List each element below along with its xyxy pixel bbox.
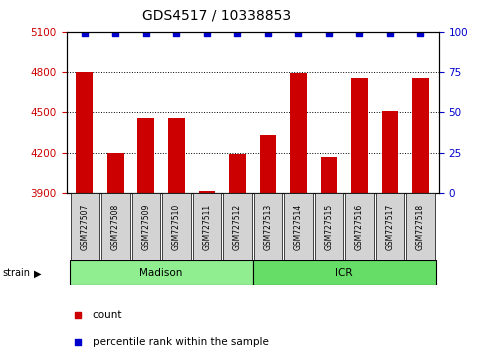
Text: GSM727512: GSM727512 <box>233 204 242 250</box>
Bar <box>259 135 276 193</box>
FancyBboxPatch shape <box>193 193 221 260</box>
Text: GSM727509: GSM727509 <box>141 203 150 250</box>
Text: GSM727516: GSM727516 <box>355 204 364 250</box>
FancyBboxPatch shape <box>253 193 282 260</box>
Text: strain: strain <box>2 268 31 278</box>
Text: GSM727513: GSM727513 <box>263 204 273 250</box>
FancyBboxPatch shape <box>345 193 374 260</box>
FancyBboxPatch shape <box>162 193 191 260</box>
Bar <box>76 72 93 193</box>
FancyBboxPatch shape <box>406 193 435 260</box>
Point <box>142 30 150 35</box>
Point <box>111 30 119 35</box>
Bar <box>229 154 246 193</box>
Bar <box>107 153 124 193</box>
Text: ICR: ICR <box>335 268 353 278</box>
Text: GDS4517 / 10338853: GDS4517 / 10338853 <box>142 9 291 23</box>
Text: GSM727518: GSM727518 <box>416 204 425 250</box>
Bar <box>351 78 368 193</box>
Text: GSM727514: GSM727514 <box>294 204 303 250</box>
Bar <box>252 260 436 285</box>
FancyBboxPatch shape <box>315 193 343 260</box>
Bar <box>290 74 307 193</box>
Text: GSM727510: GSM727510 <box>172 204 181 250</box>
Point <box>173 30 180 35</box>
Text: count: count <box>93 310 122 320</box>
Point <box>264 30 272 35</box>
Point <box>417 30 424 35</box>
FancyBboxPatch shape <box>70 193 99 260</box>
Point <box>325 30 333 35</box>
Point <box>350 212 358 217</box>
Text: GSM727515: GSM727515 <box>324 204 333 250</box>
Bar <box>412 78 429 193</box>
Text: ▶: ▶ <box>34 268 41 278</box>
Point <box>386 30 394 35</box>
Text: GSM727508: GSM727508 <box>111 204 120 250</box>
Point <box>294 30 302 35</box>
Bar <box>320 157 337 193</box>
FancyBboxPatch shape <box>101 193 130 260</box>
Text: GSM727507: GSM727507 <box>80 203 89 250</box>
Point <box>203 30 211 35</box>
Text: GSM727517: GSM727517 <box>386 204 394 250</box>
Text: Madison: Madison <box>140 268 183 278</box>
Point <box>234 30 242 35</box>
FancyBboxPatch shape <box>376 193 404 260</box>
Bar <box>70 260 253 285</box>
Bar <box>138 119 154 193</box>
Text: GSM727511: GSM727511 <box>203 204 211 250</box>
Bar <box>382 111 398 193</box>
FancyBboxPatch shape <box>132 193 160 260</box>
Text: percentile rank within the sample: percentile rank within the sample <box>93 337 269 347</box>
Bar <box>199 191 215 193</box>
Bar <box>168 119 185 193</box>
FancyBboxPatch shape <box>284 193 313 260</box>
FancyBboxPatch shape <box>223 193 252 260</box>
Point <box>355 30 363 35</box>
Point <box>81 30 89 35</box>
